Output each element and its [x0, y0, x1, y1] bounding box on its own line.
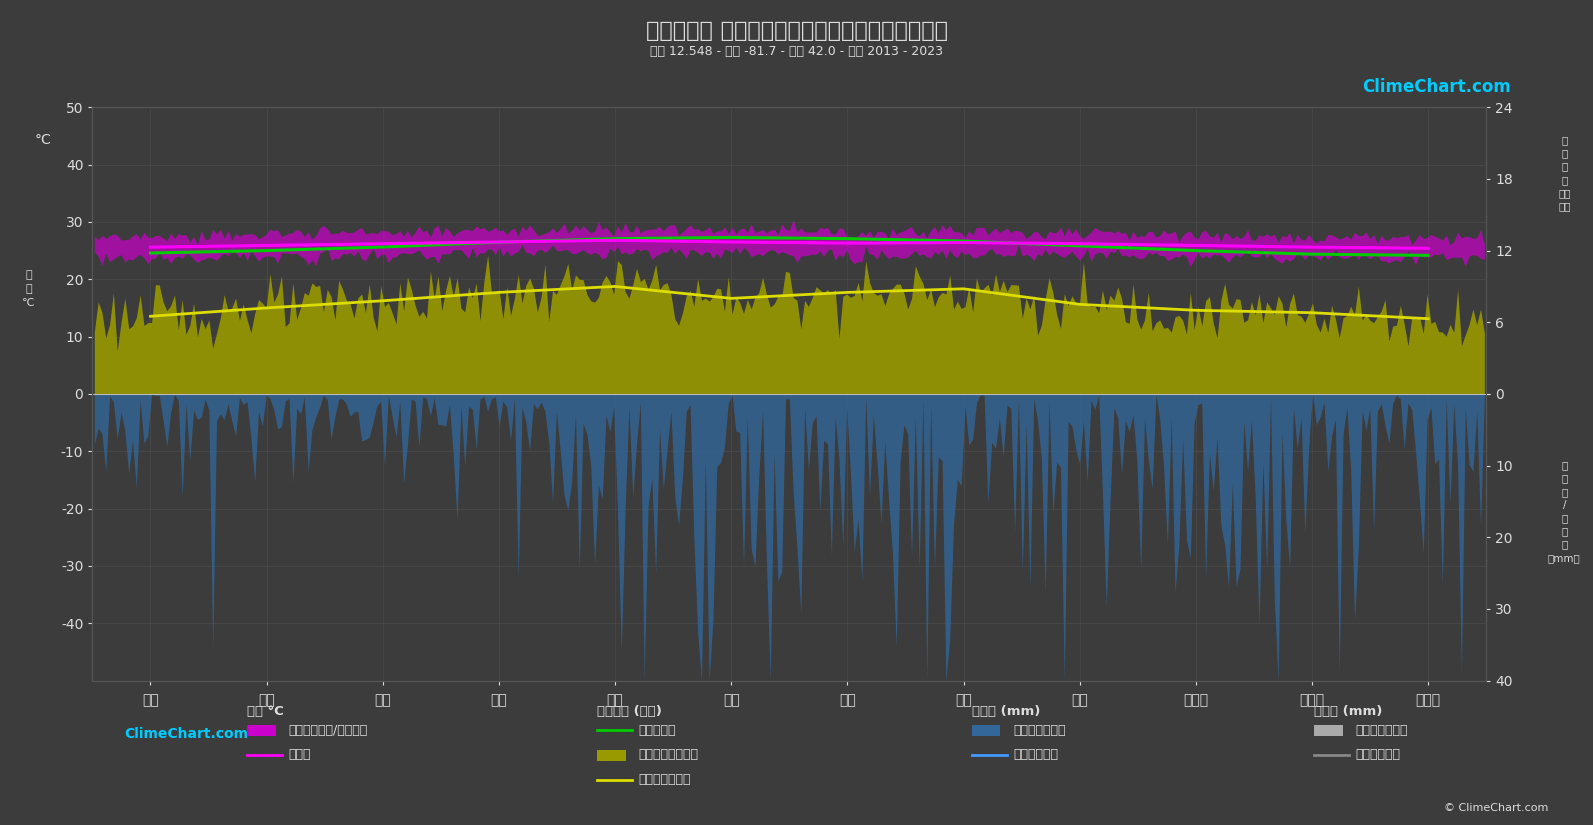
Text: 日
照
時
間
（時
間）: 日 照 時 間 （時 間） — [1558, 135, 1571, 211]
Text: 月平均日照時間: 月平均日照時間 — [639, 773, 691, 786]
Text: 気温 °C: 気温 °C — [247, 705, 284, 719]
Text: 月平均降雪量: 月平均降雪量 — [1356, 748, 1400, 761]
Text: 日照時間 (時間): 日照時間 (時間) — [597, 705, 663, 719]
Text: 緯度 12.548 - 経度 -81.7 - 標高 42.0 - 期間 2013 - 2023: 緯度 12.548 - 経度 -81.7 - 標高 42.0 - 期間 2013… — [650, 45, 943, 59]
Text: ClimeChart.com: ClimeChart.com — [1362, 78, 1510, 96]
Text: 日ごとの降雪量: 日ごとの降雪量 — [1356, 724, 1408, 737]
Text: 月平均降雨量: 月平均降雨量 — [1013, 748, 1058, 761]
Text: 降雪量 (mm): 降雪量 (mm) — [1314, 705, 1383, 719]
Text: 日ごとの降雨量: 日ごとの降雨量 — [1013, 724, 1066, 737]
Text: 降
雨
量
/
降
雪
量
（mm）: 降 雨 量 / 降 雪 量 （mm） — [1548, 460, 1580, 563]
Text: 気候グラフ サンアンドレス島とプロビデンシア島: 気候グラフ サンアンドレス島とプロビデンシア島 — [645, 21, 948, 40]
Text: 日ごとの最小/最大範囲: 日ごとの最小/最大範囲 — [288, 724, 368, 737]
Text: 降雨量 (mm): 降雨量 (mm) — [972, 705, 1040, 719]
Text: °C: °C — [35, 134, 51, 147]
Text: © ClimeChart.com: © ClimeChart.com — [1443, 803, 1548, 813]
Text: 日ごとの日照時間: 日ごとの日照時間 — [639, 748, 699, 761]
Text: 気
温
℃: 気 温 ℃ — [22, 270, 35, 308]
Text: 日中の時間: 日中の時間 — [639, 724, 677, 737]
Text: ClimeChart.com: ClimeChart.com — [124, 728, 249, 741]
Text: 月平均: 月平均 — [288, 748, 311, 761]
